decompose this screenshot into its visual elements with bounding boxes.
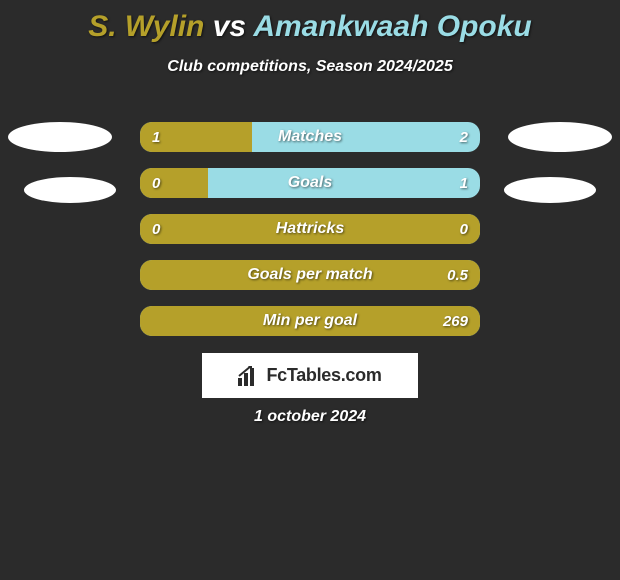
stat-row: 00Hattricks	[140, 214, 480, 244]
stat-row: 01Goals	[140, 168, 480, 198]
subtitle: Club competitions, Season 2024/2025	[0, 58, 620, 76]
player2-name: Amankwaah Opoku	[253, 10, 531, 43]
stat-left-fill	[140, 122, 252, 152]
stat-left-fill	[140, 214, 480, 244]
bar-chart-icon	[238, 366, 260, 386]
stat-row: 12Matches	[140, 122, 480, 152]
player2-photo-placeholder	[508, 122, 612, 152]
stat-right-value: 2	[460, 122, 468, 152]
stat-left-fill	[140, 260, 480, 290]
fctables-logo[interactable]: FcTables.com	[202, 353, 418, 398]
snapshot-date: 1 october 2024	[0, 408, 620, 426]
player1-name: S. Wylin	[88, 10, 204, 43]
vs-separator: vs	[213, 10, 246, 43]
stat-row: 269Min per goal	[140, 306, 480, 336]
player2-club-placeholder	[504, 177, 596, 203]
stat-bars: 12Matches 01Goals 00Hattricks 0.5Goals per …	[140, 122, 480, 352]
logo-text: FcTables.com	[266, 365, 381, 386]
stat-right-value: 1	[460, 168, 468, 198]
comparison-title: S. Wylin vs Amankwaah Opoku	[0, 0, 620, 44]
player1-club-placeholder	[24, 177, 116, 203]
stat-row: 0.5Goals per match	[140, 260, 480, 290]
player1-photo-placeholder	[8, 122, 112, 152]
stat-left-fill	[140, 168, 208, 198]
stat-left-fill	[140, 306, 480, 336]
